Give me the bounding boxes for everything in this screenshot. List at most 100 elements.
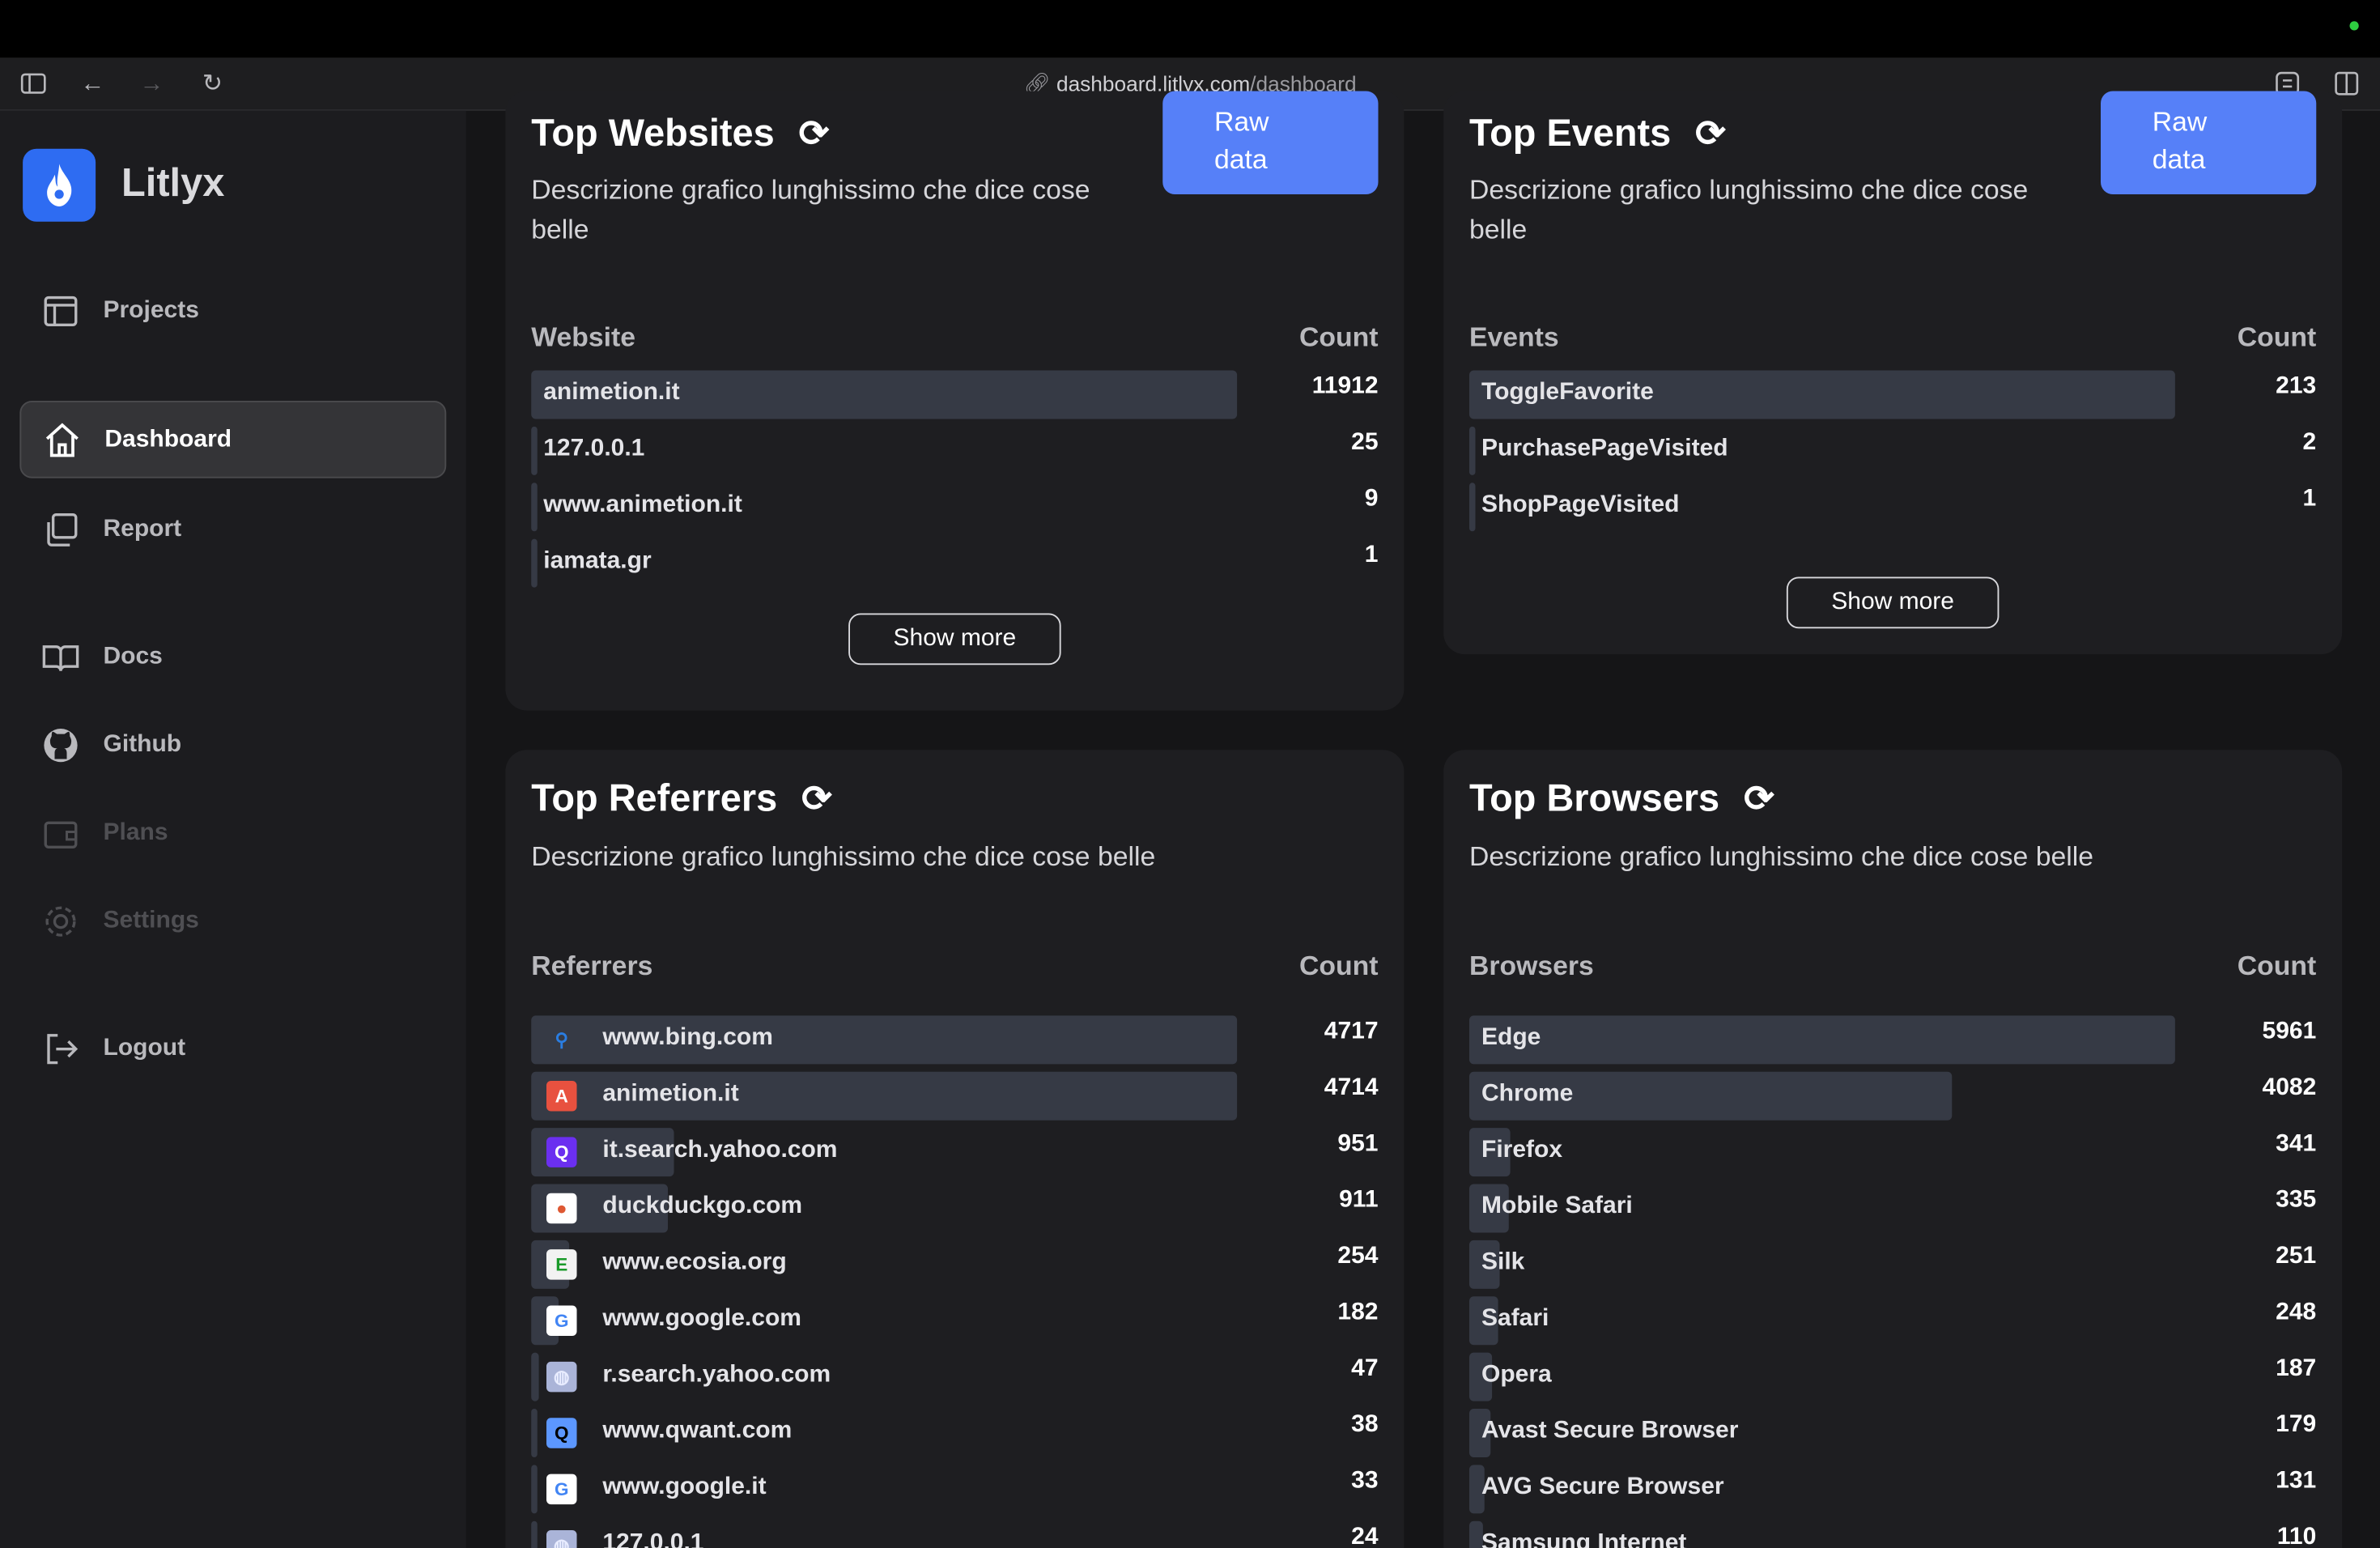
sidebar-item-label: Github [103, 730, 182, 757]
refresh-icon[interactable]: ⟳ [801, 778, 832, 820]
row-label: www.ecosia.org [602, 1249, 787, 1275]
table-row[interactable]: Edge 5961 [1469, 1015, 2316, 1071]
sidebar: Litlyx Projects Dashboard Report Docs Github… [0, 110, 466, 1548]
table-row[interactable]: Chrome 4082 [1469, 1071, 2317, 1128]
row-count: 4082 [2262, 1074, 2317, 1101]
sidebar-item-github[interactable]: Github [19, 706, 446, 784]
card-title-text: Top Websites [531, 112, 775, 155]
book-icon [41, 637, 81, 677]
row-label: animetion.it [543, 379, 680, 406]
row-label: Edge [1481, 1024, 1541, 1051]
table-row[interactable]: ShopPageVisited 1 [1469, 483, 2316, 538]
back-icon[interactable]: ← [80, 71, 105, 97]
sidebar-item-plans[interactable]: Plans [19, 794, 446, 872]
row-label: Firefox [1481, 1137, 1563, 1163]
yahoo-icon: Q [546, 1137, 577, 1167]
sidebar-toggle-icon[interactable] [19, 70, 49, 100]
table-row[interactable]: ⚲ www.bing.com 4717 [531, 1015, 1379, 1071]
row-count: 11912 [1311, 373, 1379, 400]
sidebar-item-label: Dashboard [104, 425, 232, 452]
column-headers: Referrers Count [531, 950, 1378, 982]
table-row[interactable]: animetion.it 11912 [531, 370, 1379, 427]
row-label: Silk [1481, 1249, 1525, 1275]
row-count: 187 [2276, 1355, 2317, 1382]
forward-icon[interactable]: → [139, 71, 164, 97]
raw-data-button[interactable]: Raw data [2101, 91, 2317, 194]
row-label: www.qwant.com [602, 1418, 793, 1444]
row-count: 213 [2276, 373, 2317, 400]
sidebar-item-docs[interactable]: Docs [19, 618, 446, 695]
table-row[interactable]: Samsung Internet 110 [1469, 1520, 2316, 1548]
sidebar-item-projects[interactable]: Projects [19, 272, 446, 350]
row-label: Avast Secure Browser [1481, 1418, 1739, 1444]
refresh-icon[interactable]: ⟳ [1695, 113, 1726, 155]
sidebar-item-label: Plans [103, 819, 168, 845]
bing-icon: ⚲ [555, 1029, 568, 1051]
table-row[interactable]: AVG Secure Browser 131 [1469, 1465, 2316, 1520]
row-label: it.search.yahoo.com [602, 1137, 838, 1163]
table-row[interactable]: Silk 251 [1469, 1240, 2316, 1296]
table-row[interactable]: ◍ 127.0.0.1 24 [531, 1520, 1379, 1548]
row-count: 1 [2302, 486, 2317, 512]
wallet-icon [41, 813, 81, 853]
rows-list: Edge 5961 Chrome 4082 Firefox 341 Mobile Safar… [1469, 1015, 2316, 1548]
google-icon: G [546, 1305, 577, 1336]
show-more-button[interactable]: Show more [1786, 576, 2000, 629]
card-description: Descrizione grafico lunghissimo che dice… [531, 174, 1090, 245]
refresh-icon[interactable]: ⟳ [1744, 778, 1774, 820]
ecosia-icon: E [546, 1249, 577, 1280]
row-label: PurchasePageVisited [1481, 436, 1728, 461]
row-label: Mobile Safari [1481, 1193, 1633, 1219]
row-label: Chrome [1481, 1081, 1574, 1107]
column-headers: Browsers Count [1469, 950, 2316, 982]
table-row[interactable]: Firefox 341 [1469, 1128, 2316, 1184]
card-title: Top Referrers ⟳ [531, 777, 832, 821]
column-header-count: Count [1299, 321, 1379, 353]
globe-icon: ◍ [546, 1530, 577, 1548]
reload-icon[interactable]: ↻ [202, 71, 223, 97]
browsers-card: Top Browsers ⟳ Descrizione grafico lunghi… [1443, 750, 2343, 1548]
home-icon [43, 419, 83, 459]
layout-icon [41, 291, 81, 330]
row-label: www.google.com [602, 1305, 801, 1332]
sidebar-item-label: Logout [103, 1034, 186, 1061]
table-row[interactable]: iamata.gr 1 [531, 538, 1379, 595]
table-row[interactable]: Opera 187 [1469, 1352, 2317, 1409]
table-row[interactable]: Mobile Safari 335 [1469, 1184, 2316, 1240]
sidebar-item-logout[interactable]: Logout [19, 1010, 446, 1087]
raw-data-button[interactable]: Raw data [1162, 91, 1379, 194]
sidebar-item-dashboard[interactable]: Dashboard [19, 401, 447, 478]
row-count: 2 [2302, 429, 2317, 456]
table-row[interactable]: www.animetion.it 9 [531, 483, 1379, 538]
table-row[interactable]: Avast Secure Browser 179 [1469, 1409, 2316, 1465]
refresh-icon[interactable]: ⟳ [798, 113, 830, 155]
row-label: Safari [1481, 1305, 1549, 1332]
count-bar [1469, 1296, 1499, 1346]
column-header-count: Count [2237, 950, 2317, 981]
table-row[interactable]: PurchasePageVisited 2 [1469, 426, 2317, 483]
sidebar-item-settings[interactable]: Settings [19, 882, 446, 959]
row-count: 4714 [1324, 1074, 1379, 1101]
table-row[interactable]: ToggleFavorite 213 [1469, 370, 2317, 427]
split-view-icon[interactable] [2331, 70, 2362, 100]
litlyx-logo-icon[interactable] [23, 148, 96, 222]
show-more-button[interactable]: Show more [848, 613, 1061, 666]
card-title-text: Top Browsers [1469, 777, 1720, 820]
count-bar [531, 1409, 538, 1457]
sidebar-item-report[interactable]: Report [19, 491, 446, 568]
table-row[interactable]: ◍ r.search.yahoo.com 47 [531, 1352, 1379, 1409]
qwant-icon: Q [546, 1418, 577, 1448]
table-row[interactable]: 127.0.0.1 25 [531, 426, 1379, 483]
table-row[interactable]: Safari 248 [1469, 1296, 2316, 1352]
row-count: 248 [2276, 1299, 2317, 1325]
table-row[interactable]: ● duckduckgo.com 911 [531, 1184, 1379, 1240]
row-label: ShopPageVisited [1481, 491, 1680, 518]
row-count: 131 [2276, 1468, 2317, 1494]
